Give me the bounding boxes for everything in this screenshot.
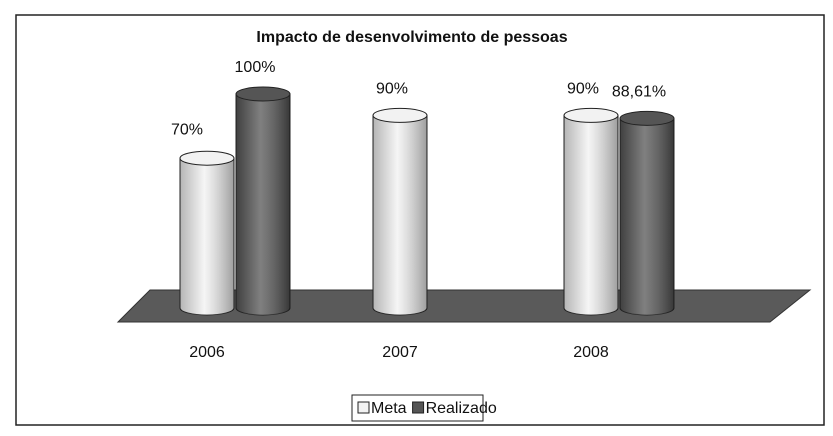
data-label: 100% [235, 59, 276, 76]
data-label: 90% [567, 81, 599, 98]
data-label: 70% [171, 121, 203, 138]
bar [619, 110, 675, 316]
bar [563, 107, 619, 316]
legend-label: Meta [371, 400, 407, 417]
bar-top [619, 110, 675, 126]
legend-label: Realizado [426, 400, 497, 417]
x-tick-label: 2006 [189, 344, 225, 361]
bar-shade [564, 115, 618, 316]
x-tick-label: 2007 [382, 344, 418, 361]
bar-top [563, 107, 619, 123]
bar-top [179, 150, 235, 166]
legend-swatch [412, 401, 425, 414]
bar [235, 86, 291, 316]
legend-swatch [357, 401, 370, 414]
bar-shade [180, 158, 234, 315]
x-tick-label: 2008 [573, 344, 609, 361]
legend: Meta Realizado [351, 394, 497, 422]
chart-title: Impacto de desenvolvimento de pessoas [256, 29, 567, 46]
data-label: 90% [376, 81, 408, 98]
bar-top [235, 86, 291, 102]
bar-top [372, 107, 428, 123]
bar-shade [620, 118, 674, 315]
bar [372, 107, 428, 316]
bar [179, 150, 235, 316]
bar-shade [236, 94, 290, 315]
bar-shade [373, 115, 427, 316]
data-label: 88,61% [612, 84, 666, 101]
